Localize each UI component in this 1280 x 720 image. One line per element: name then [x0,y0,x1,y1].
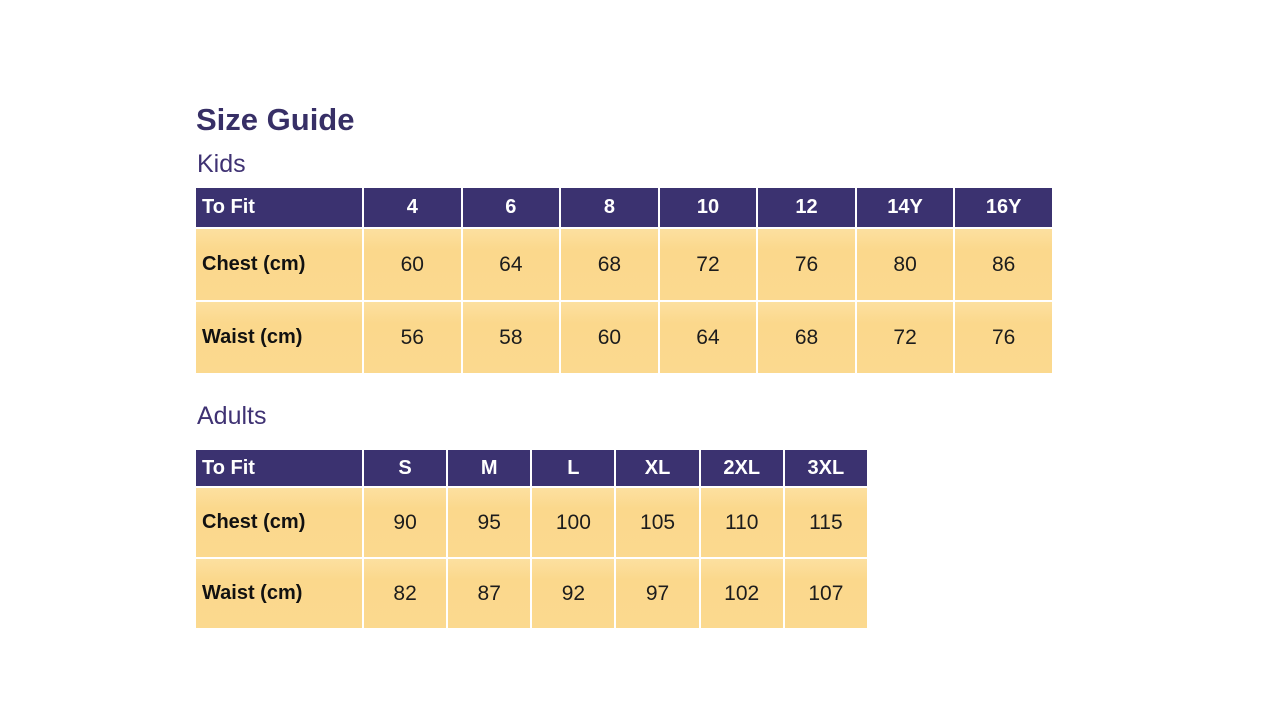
kids-waist-value: 72 [856,302,954,373]
kids-chest-value: 72 [659,229,757,300]
adults-chest-value: 105 [616,488,699,557]
adults-waist-value: 82 [364,559,447,628]
adults-chest-row: Chest (cm) 90 95 100 105 110 115 [196,488,867,557]
adults-waist-value: 107 [784,559,867,628]
kids-header-col: 14Y [856,188,954,227]
adults-header-col: 2XL [700,450,783,486]
adults-waist-value: 97 [616,559,699,628]
kids-waist-value: 76 [955,302,1052,373]
kids-header-row: To Fit 4 6 8 10 12 14Y 16Y [196,188,1052,227]
adults-chest-value: 90 [364,488,447,557]
kids-chest-value: 86 [955,229,1052,300]
adults-waist-value: 92 [532,559,615,628]
kids-header-col: 16Y [955,188,1052,227]
adults-waist-label: Waist (cm) [196,559,362,628]
kids-header-col: 10 [659,188,757,227]
adults-header-to-fit: To Fit [196,450,362,486]
kids-chest-value: 68 [561,229,658,300]
kids-waist-value: 56 [364,302,461,373]
kids-size-table: To Fit 4 6 8 10 12 14Y 16Y Chest (cm) 60… [194,186,1054,375]
section-heading-kids: Kids [197,150,246,178]
kids-waist-value: 68 [758,302,855,373]
kids-header-to-fit: To Fit [196,188,362,227]
adults-waist-value: 87 [448,559,531,628]
kids-header-col: 8 [561,188,658,227]
kids-chest-value: 76 [758,229,855,300]
adults-waist-value: 102 [700,559,783,628]
kids-waist-row: Waist (cm) 56 58 60 64 68 72 76 [196,302,1052,373]
adults-chest-value: 115 [784,488,867,557]
adults-chest-value: 110 [700,488,783,557]
kids-waist-value: 60 [561,302,658,373]
kids-waist-label: Waist (cm) [196,302,362,373]
adults-header-col: L [532,450,615,486]
page-title: Size Guide [196,102,355,137]
section-heading-adults: Adults [197,402,267,430]
kids-chest-label: Chest (cm) [196,229,362,300]
adults-chest-value: 95 [448,488,531,557]
adults-header-col: M [448,450,531,486]
adults-header-col: 3XL [784,450,867,486]
adults-chest-value: 100 [532,488,615,557]
adults-chest-label: Chest (cm) [196,488,362,557]
adults-header-col: XL [616,450,699,486]
kids-header-col: 4 [364,188,461,227]
adults-header-col: S [364,450,447,486]
kids-header-col: 6 [462,188,560,227]
kids-chest-value: 60 [364,229,461,300]
kids-header-col: 12 [758,188,855,227]
kids-chest-value: 80 [856,229,954,300]
adults-header-row: To Fit S M L XL 2XL 3XL [196,450,867,486]
kids-chest-row: Chest (cm) 60 64 68 72 76 80 86 [196,229,1052,300]
kids-chest-value: 64 [462,229,560,300]
kids-waist-value: 64 [659,302,757,373]
adults-waist-row: Waist (cm) 82 87 92 97 102 107 [196,559,867,628]
kids-waist-value: 58 [462,302,560,373]
adults-size-table: To Fit S M L XL 2XL 3XL Chest (cm) 90 95… [194,448,869,630]
